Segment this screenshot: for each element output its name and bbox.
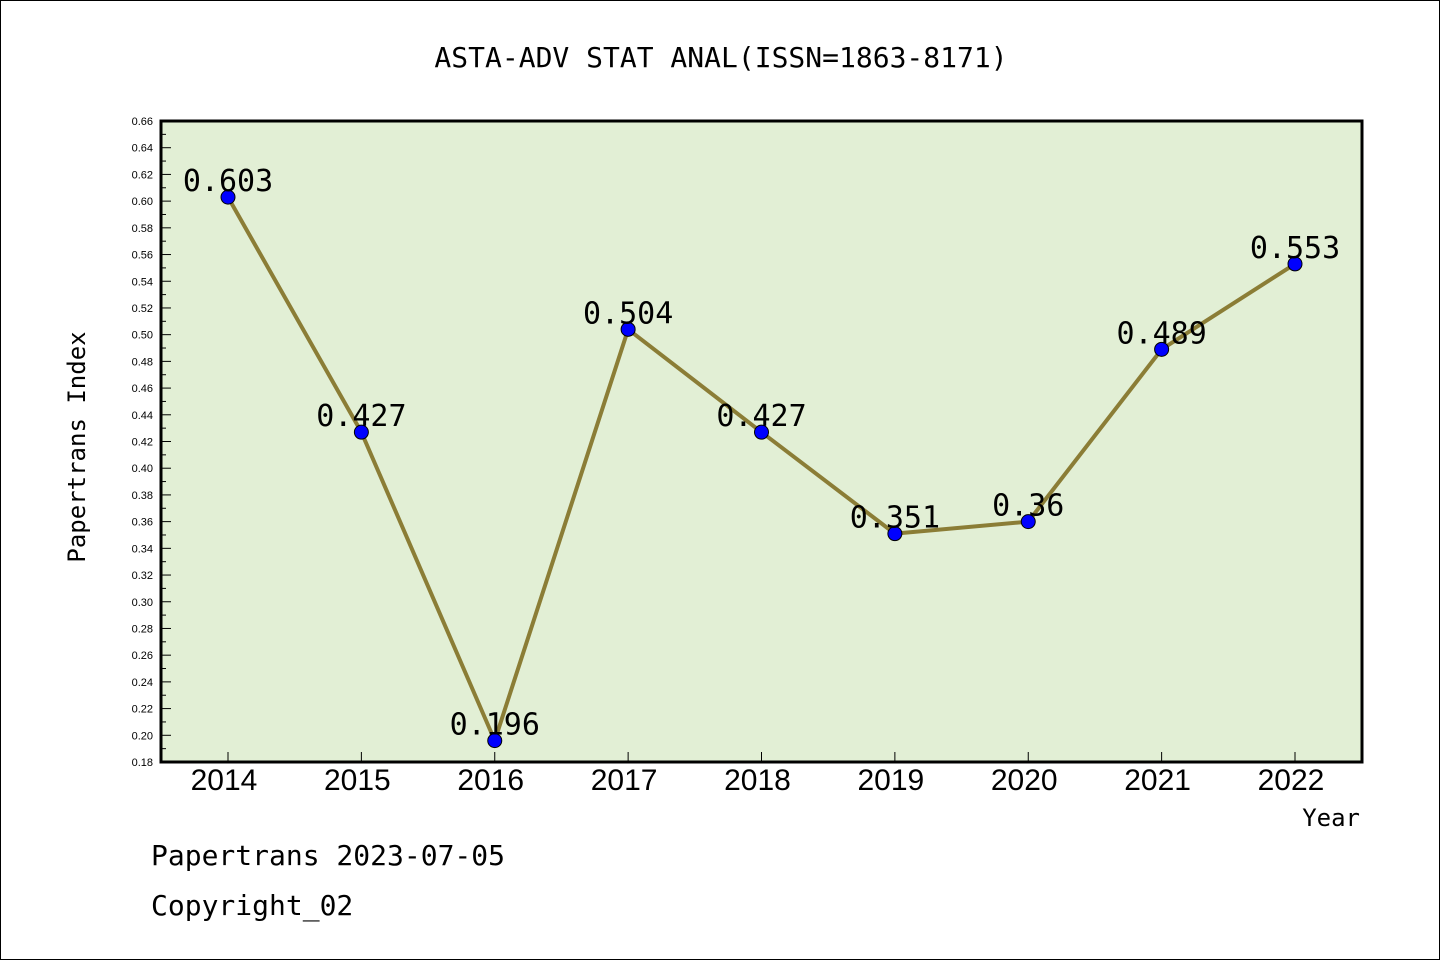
data-point (487, 733, 503, 749)
data-point (220, 189, 236, 205)
data-point (353, 424, 369, 440)
y-tick-label: 0.22 (132, 704, 153, 716)
y-tick-label: 0.62 (132, 169, 153, 181)
y-tick-label: 0.56 (132, 250, 153, 262)
x-tick-label: 2017 (591, 764, 658, 797)
y-tick-label: 0.26 (132, 650, 153, 662)
y-tick-label: 0.38 (132, 490, 153, 502)
y-tick-label: 0.58 (132, 223, 153, 235)
x-tick-label: 2016 (457, 764, 524, 797)
y-tick-label: 0.44 (132, 410, 153, 422)
data-label: 0.427 (716, 399, 806, 434)
y-tick-label: 0.30 (132, 597, 153, 609)
x-tick-label: 2014 (191, 764, 258, 797)
y-tick-label: 0.32 (132, 570, 153, 582)
y-tick-label: 0.60 (132, 196, 153, 208)
y-tick-label: 0.50 (132, 330, 153, 342)
data-label: 0.427 (316, 399, 406, 434)
y-tick-label: 0.20 (132, 730, 153, 742)
y-tick-label: 0.66 (132, 116, 153, 128)
x-axis-label: Year (1302, 804, 1360, 832)
data-label-group: 0.603 0.427 0.196 0.504 0.427 0.351 0.36 0.489 0… (183, 164, 1340, 743)
y-tick-label: 0.54 (132, 276, 153, 288)
data-label: 0.489 (1116, 316, 1206, 351)
x-tick-label: 2018 (724, 764, 791, 797)
data-point (1287, 256, 1303, 272)
plot-area (159, 119, 1364, 764)
y-tick-label: 0.48 (132, 356, 153, 368)
data-point (620, 321, 636, 337)
y-tick-label: 0.52 (132, 303, 153, 315)
series-line-group (220, 189, 1303, 749)
data-label: 0.36 (992, 489, 1064, 524)
y-tick-label: 0.40 (132, 463, 153, 475)
data-label: 0.553 (1250, 231, 1340, 266)
data-point (754, 424, 769, 440)
footer-copyright: Copyright_02 (151, 889, 353, 923)
y-tick-label: 0.42 (132, 437, 153, 449)
data-point (1154, 341, 1170, 357)
y-tick-label: 0.36 (132, 517, 153, 529)
data-label: 0.504 (583, 296, 673, 331)
data-label: 0.351 (850, 501, 940, 536)
chart-title: ASTA-ADV STAT ANAL(ISSN=1863-8171) (434, 41, 1007, 74)
x-tick-label: 2022 (1258, 764, 1325, 797)
data-point (1020, 514, 1036, 530)
y-tick-label: 0.64 (132, 143, 153, 155)
x-tick-label: 2021 (1124, 764, 1191, 797)
y-axis-ticks: 0.18 0.20 0.22 0.24 0.26 0.28 0.30 0.32 0.34 0.36… (132, 116, 171, 769)
data-label: 0.603 (183, 164, 273, 199)
x-tick-label: 2015 (324, 764, 391, 797)
y-tick-label: 0.28 (132, 623, 153, 635)
data-point (887, 526, 903, 542)
footer-date: Papertrans 2023-07-05 (151, 839, 505, 872)
y-tick-label: 0.24 (132, 677, 153, 689)
y-axis-label: Papertrans Index (63, 331, 91, 562)
x-tick-label: 2020 (991, 764, 1058, 797)
x-axis-ticks: 2014 2015 2016 2017 2018 2019 2020 2021 2022 (191, 752, 1325, 797)
y-tick-label: 0.18 (132, 757, 153, 769)
y-tick-label: 0.46 (132, 383, 153, 395)
y-tick-label: 0.34 (132, 543, 153, 555)
x-tick-label: 2019 (858, 764, 925, 797)
data-label: 0.196 (450, 708, 540, 743)
